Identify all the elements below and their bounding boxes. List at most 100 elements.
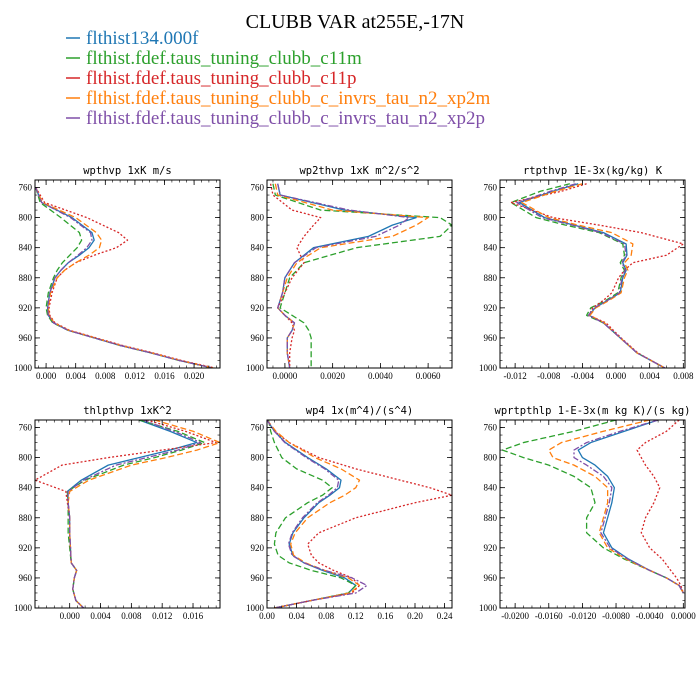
panel-frame-5 [499,419,686,609]
x-tick-label-5-4: -0.0040 [636,611,664,621]
panel-frame-2 [499,179,686,369]
x-tick-label-0-5: 0.020 [184,371,205,381]
x-tick-label-4-0: 0.00 [259,611,275,621]
panel-frame-4 [266,419,453,609]
y-tick-label-3-0: 760 [19,423,33,433]
x-tick-label-1-2: 0.0040 [368,371,393,381]
y-tick-label-2-2: 840 [484,243,498,253]
y-tick-label-3-6: 1000 [14,603,33,613]
x-tick-label-1-1: 0.0020 [320,371,345,381]
x-tick-label-3-1: 0.004 [90,611,111,621]
x-tick-label-5-2: -0.0120 [569,611,597,621]
y-tick-label-4-6: 1000 [246,603,265,613]
y-tick-label-0-5: 960 [19,333,33,343]
series-line-0-0 [35,187,213,368]
x-tick-label-5-1: -0.0160 [535,611,563,621]
series-line-0-3 [35,187,214,368]
legend-entry-4: flthist.fdef.taus_tuning_clubb_c_invrs_t… [86,108,485,129]
x-tick-label-4-3: 0.12 [348,611,364,621]
panel-frame-0 [34,179,221,369]
x-tick-label-5-0: -0.0200 [501,611,529,621]
x-tick-label-5-5: 0.0000 [671,611,696,621]
x-tick-label-1-0: 0.0000 [273,371,298,381]
y-tick-label-3-1: 800 [19,453,33,463]
y-tick-label-2-1: 800 [484,213,498,223]
legend-entry-1: flthist.fdef.taus_tuning_clubb_c11m [86,48,362,69]
y-tick-label-3-3: 880 [19,513,33,523]
x-tick-label-4-6: 0.24 [437,611,453,621]
series-line-5-4 [573,420,684,594]
y-tick-label-3-4: 920 [19,543,33,553]
series-line-2-2 [510,183,684,368]
y-tick-label-1-3: 880 [251,273,265,283]
series-line-1-2 [269,183,322,368]
series-line-3-1 [66,420,206,608]
x-tick-label-0-3: 0.012 [125,371,145,381]
y-tick-label-4-2: 840 [251,483,265,493]
series-line-1-4 [277,183,410,368]
y-tick-label-0-3: 880 [19,273,33,283]
panel-frame-3 [34,419,221,609]
series-line-4-0 [267,420,357,608]
x-tick-label-4-5: 0.20 [407,611,423,621]
y-tick-label-5-0: 760 [484,423,498,433]
panel-title-5: wprtpthlp 1-E-3x(m kg K)/(s kg) [495,405,691,417]
panel-1: wp2thvp 1xK m^2/s^2 0.0000 0.0020 0.0040 0.0… [246,165,453,381]
series-line-4-3 [267,420,361,608]
y-tick-label-5-3: 880 [484,513,498,523]
x-tick-label-4-1: 0.04 [289,611,305,621]
panel-title-4: wp4 1x(m^4)/(s^4) [306,405,413,417]
x-tick-label-2-5: 0.008 [673,371,694,381]
y-tick-label-1-5: 960 [251,333,265,343]
x-tick-label-5-3: -0.0080 [602,611,630,621]
x-tick-label-3-2: 0.008 [121,611,142,621]
x-tick-label-4-4: 0.16 [378,611,394,621]
y-tick-label-3-5: 960 [19,573,33,583]
x-tick-label-2-0: -0.012 [504,371,527,381]
series-group-0 [35,187,215,368]
y-tick-label-2-5: 960 [484,333,498,343]
panel-title-2: rtpthvp 1E-3x(kg/kg) K [523,165,663,177]
legend-entry-0: flthist134.000f [86,28,199,49]
legend-entry-3: flthist.fdef.taus_tuning_clubb_c_invrs_t… [86,88,490,109]
x-tick-label-0-2: 0.008 [95,371,116,381]
x-tick-label-3-0: 0.000 [60,611,81,621]
series-group-2 [510,183,684,368]
y-tick-label-4-4: 920 [251,543,265,553]
y-tick-label-5-6: 1000 [479,603,498,613]
series-line-2-0 [518,183,666,368]
y-tick-label-2-4: 920 [484,303,498,313]
panel-3: thlpthvp 1xK^2 0.000 0.004 0.008 0.012 0.016 7… [14,405,221,621]
y-tick-label-0-2: 840 [19,243,33,253]
y-tick-label-4-0: 760 [251,423,265,433]
panel-frame-1 [266,179,453,369]
x-tick-label-2-2: -0.004 [571,371,595,381]
series-line-2-4 [516,183,666,368]
x-tick-label-4-2: 0.08 [318,611,334,621]
series-group-1 [269,183,452,368]
series-line-5-2 [636,420,684,594]
series-line-3-4 [67,420,202,608]
y-tick-label-5-4: 920 [484,543,498,553]
panel-title-3: thlpthvp 1xK^2 [83,405,172,417]
series-line-3-3 [67,420,220,608]
y-tick-label-4-1: 800 [251,453,265,463]
x-tick-label-0-4: 0.016 [154,371,175,381]
y-tick-label-4-3: 880 [251,513,265,523]
y-tick-label-1-0: 760 [251,183,265,193]
series-group-5 [501,420,684,594]
panel-title-0: wpthvp 1xK m/s [83,165,172,177]
y-tick-label-0-1: 800 [19,213,33,223]
panel-4: wp4 1x(m^4)/(s^4) 0.00 0.04 0.08 0.12 0.16 0.2… [246,405,453,621]
panels: wpthvp 1xK m/s 0.000 0.004 0.008 0.012 0.016 0… [14,165,696,621]
y-tick-label-4-5: 960 [251,573,265,583]
x-tick-label-3-4: 0.016 [183,611,204,621]
y-tick-label-2-3: 880 [484,273,498,283]
panel-5: wprtpthlp 1-E-3x(m kg K)/(s kg) -0.0200 -0… [479,405,696,621]
series-line-2-3 [521,183,666,368]
x-tick-label-2-4: 0.004 [640,371,661,381]
series-line-0-1 [35,187,213,368]
panel-0: wpthvp 1xK m/s 0.000 0.004 0.008 0.012 0.016 0… [14,165,221,381]
y-tick-label-5-5: 960 [484,573,498,583]
